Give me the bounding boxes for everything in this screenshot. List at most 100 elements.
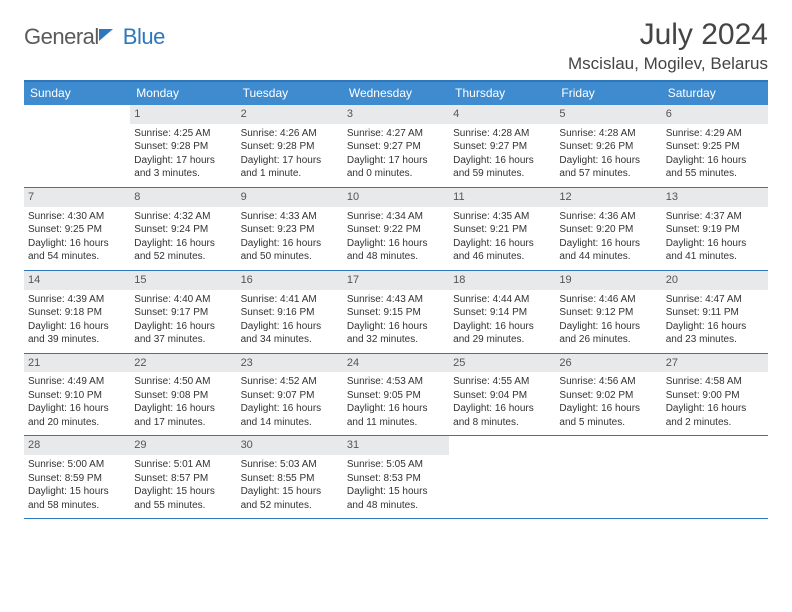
day-number: 4: [449, 105, 555, 124]
title-block: July 2024 Mscislau, Mogilev, Belarus: [568, 18, 768, 74]
day-cell: 24Sunrise: 4:53 AMSunset: 9:05 PMDayligh…: [343, 354, 449, 436]
week-row: 28Sunrise: 5:00 AMSunset: 8:59 PMDayligh…: [24, 436, 768, 519]
day-info-line: Daylight: 16 hours and 52 minutes.: [134, 237, 232, 264]
day-number: 10: [343, 188, 449, 207]
day-number: 24: [343, 354, 449, 373]
day-info-line: Daylight: 15 hours and 55 minutes.: [134, 485, 232, 512]
day-info-line: Sunset: 9:25 PM: [28, 223, 126, 237]
day-info-line: Daylight: 16 hours and 5 minutes.: [559, 402, 657, 429]
day-info-line: Sunrise: 4:36 AM: [559, 210, 657, 224]
day-info-line: Daylight: 16 hours and 57 minutes.: [559, 154, 657, 181]
week-row: 14Sunrise: 4:39 AMSunset: 9:18 PMDayligh…: [24, 271, 768, 354]
day-info-line: Sunrise: 4:29 AM: [666, 127, 764, 141]
day-info-line: Daylight: 15 hours and 58 minutes.: [28, 485, 126, 512]
day-number: 18: [449, 271, 555, 290]
day-info-line: Sunrise: 4:41 AM: [241, 293, 339, 307]
day-info-line: Daylight: 16 hours and 17 minutes.: [134, 402, 232, 429]
day-info-line: Sunset: 9:24 PM: [134, 223, 232, 237]
day-info-line: Sunset: 9:04 PM: [453, 389, 551, 403]
day-cell: [662, 436, 768, 518]
day-info-line: Sunrise: 4:33 AM: [241, 210, 339, 224]
day-info-line: Sunset: 9:14 PM: [453, 306, 551, 320]
day-info-line: Daylight: 16 hours and 37 minutes.: [134, 320, 232, 347]
day-number: 26: [555, 354, 661, 373]
day-of-week-label: Sunday: [24, 82, 130, 105]
day-info-line: Sunset: 9:27 PM: [453, 140, 551, 154]
day-info-line: Sunrise: 4:37 AM: [666, 210, 764, 224]
day-info-line: Sunrise: 4:25 AM: [134, 127, 232, 141]
day-info-line: Sunrise: 4:58 AM: [666, 375, 764, 389]
day-info-line: Sunrise: 5:05 AM: [347, 458, 445, 472]
day-cell: 14Sunrise: 4:39 AMSunset: 9:18 PMDayligh…: [24, 271, 130, 353]
logo: General Blue: [24, 18, 165, 50]
day-info-line: Sunset: 9:17 PM: [134, 306, 232, 320]
day-info-line: Sunrise: 4:49 AM: [28, 375, 126, 389]
day-info-line: Daylight: 17 hours and 3 minutes.: [134, 154, 232, 181]
day-cell: 30Sunrise: 5:03 AMSunset: 8:55 PMDayligh…: [237, 436, 343, 518]
day-info-line: Sunset: 9:10 PM: [28, 389, 126, 403]
day-cell: 1Sunrise: 4:25 AMSunset: 9:28 PMDaylight…: [130, 105, 236, 187]
day-info-line: Sunset: 9:11 PM: [666, 306, 764, 320]
day-info-line: Daylight: 16 hours and 20 minutes.: [28, 402, 126, 429]
day-info-line: Sunset: 8:59 PM: [28, 472, 126, 486]
day-info-line: Sunrise: 4:30 AM: [28, 210, 126, 224]
day-of-week-label: Wednesday: [343, 82, 449, 105]
day-cell: 28 Sunrise: 5:00 AMSunset: 8:59 PMDayligh…: [24, 436, 130, 518]
week-row: 21Sunrise: 4:49 AMSunset: 9:10 PMDayligh…: [24, 354, 768, 437]
day-info-line: Sunrise: 4:28 AM: [453, 127, 551, 141]
day-info-line: Daylight: 16 hours and 50 minutes.: [241, 237, 339, 264]
header: General Blue July 2024 Mscislau, Mogilev…: [24, 18, 768, 74]
day-info-line: Sunrise: 4:55 AM: [453, 375, 551, 389]
week-row: 1Sunrise: 4:25 AMSunset: 9:28 PMDaylight…: [24, 105, 768, 188]
day-info-line: Daylight: 16 hours and 8 minutes.: [453, 402, 551, 429]
day-cell: 26Sunrise: 4:56 AMSunset: 9:02 PMDayligh…: [555, 354, 661, 436]
day-info-line: Sunrise: 4:28 AM: [559, 127, 657, 141]
day-info-line: Sunset: 9:27 PM: [347, 140, 445, 154]
day-number: 29: [130, 436, 236, 455]
day-info-line: Sunrise: 4:50 AM: [134, 375, 232, 389]
day-info-line: Sunset: 9:26 PM: [559, 140, 657, 154]
day-number: 13: [662, 188, 768, 207]
day-info-line: Sunset: 9:12 PM: [559, 306, 657, 320]
day-number: 14: [24, 271, 130, 290]
day-cell: 4Sunrise: 4:28 AMSunset: 9:27 PMDaylight…: [449, 105, 555, 187]
day-info-line: Sunrise: 4:27 AM: [347, 127, 445, 141]
day-number: 3: [343, 105, 449, 124]
day-cell: 6Sunrise: 4:29 AMSunset: 9:25 PMDaylight…: [662, 105, 768, 187]
day-of-week-label: Tuesday: [237, 82, 343, 105]
week-row: 7Sunrise: 4:30 AMSunset: 9:25 PMDaylight…: [24, 188, 768, 271]
day-cell: [449, 436, 555, 518]
day-number: 1: [130, 105, 236, 124]
logo-word-1: General: [24, 24, 99, 50]
day-info-line: Sunrise: 4:53 AM: [347, 375, 445, 389]
day-info-line: Daylight: 15 hours and 48 minutes.: [347, 485, 445, 512]
day-info-line: Sunset: 9:00 PM: [666, 389, 764, 403]
day-info-line: Daylight: 16 hours and 11 minutes.: [347, 402, 445, 429]
day-number: 9: [237, 188, 343, 207]
day-info-line: Daylight: 16 hours and 2 minutes.: [666, 402, 764, 429]
day-cell: 9Sunrise: 4:33 AMSunset: 9:23 PMDaylight…: [237, 188, 343, 270]
day-cell: 2Sunrise: 4:26 AMSunset: 9:28 PMDaylight…: [237, 105, 343, 187]
day-cell: 23Sunrise: 4:52 AMSunset: 9:07 PMDayligh…: [237, 354, 343, 436]
day-number: 5: [555, 105, 661, 124]
day-info-line: Daylight: 16 hours and 26 minutes.: [559, 320, 657, 347]
day-info-line: Sunset: 9:15 PM: [347, 306, 445, 320]
day-cell: 5 Sunrise: 4:28 AMSunset: 9:26 PMDaylight…: [555, 105, 661, 187]
day-info-line: Sunrise: 4:43 AM: [347, 293, 445, 307]
day-info-line: Daylight: 15 hours and 52 minutes.: [241, 485, 339, 512]
day-number: 16: [237, 271, 343, 290]
day-number: 25: [449, 354, 555, 373]
day-cell: 8Sunrise: 4:32 AMSunset: 9:24 PMDaylight…: [130, 188, 236, 270]
day-info-line: Sunset: 9:08 PM: [134, 389, 232, 403]
day-info-line: Sunset: 9:16 PM: [241, 306, 339, 320]
day-of-week-label: Monday: [130, 82, 236, 105]
day-info-line: Daylight: 16 hours and 39 minutes.: [28, 320, 126, 347]
day-info-line: Sunset: 8:57 PM: [134, 472, 232, 486]
day-info-line: Sunrise: 5:00 AM: [28, 458, 126, 472]
day-cell: 19Sunrise: 4:46 AMSunset: 9:12 PMDayligh…: [555, 271, 661, 353]
day-number: 28: [24, 436, 130, 455]
day-info-line: Sunrise: 4:34 AM: [347, 210, 445, 224]
day-number: 8: [130, 188, 236, 207]
day-of-week-row: SundayMondayTuesdayWednesdayThursdayFrid…: [24, 82, 768, 105]
day-of-week-label: Friday: [555, 82, 661, 105]
